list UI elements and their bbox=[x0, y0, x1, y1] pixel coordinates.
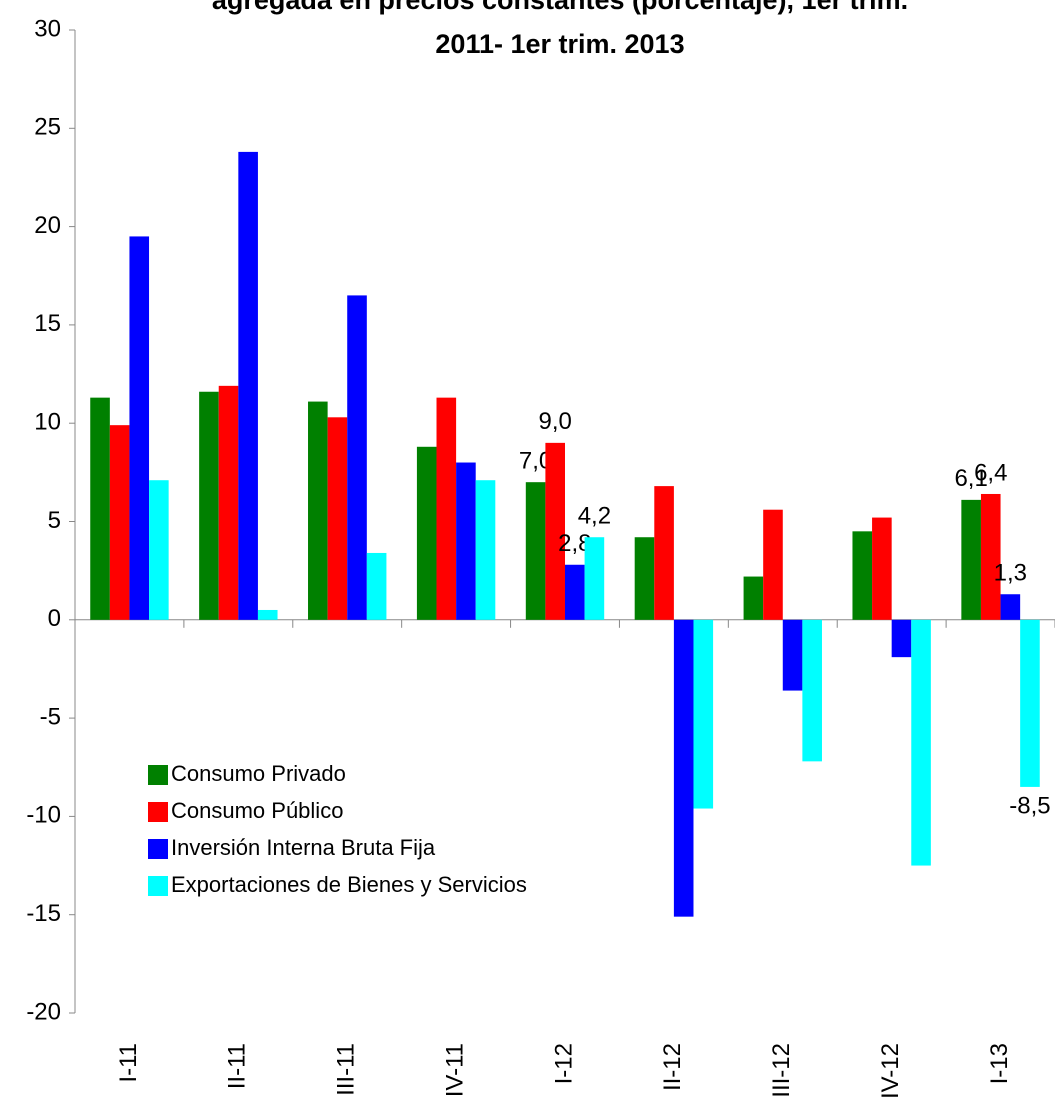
bar bbox=[654, 486, 674, 620]
y-tick-label: -20 bbox=[26, 998, 61, 1025]
bar bbox=[872, 517, 892, 620]
bar bbox=[1000, 594, 1021, 620]
value-label: 6,1 bbox=[954, 465, 987, 492]
bar bbox=[1020, 619, 1040, 787]
bar bbox=[802, 619, 822, 762]
legend-swatch bbox=[148, 876, 168, 896]
y-tick-label: 10 bbox=[34, 409, 61, 436]
bar bbox=[238, 151, 258, 620]
y-tick-label: 25 bbox=[34, 114, 61, 141]
bar bbox=[743, 576, 764, 620]
y-tick-label: 0 bbox=[48, 605, 61, 632]
bar bbox=[416, 446, 437, 620]
bar bbox=[584, 537, 605, 620]
bar bbox=[347, 295, 367, 620]
x-tick-label: I-13 bbox=[986, 1043, 1013, 1084]
value-label: 9,0 bbox=[539, 408, 572, 435]
bar bbox=[109, 425, 130, 620]
value-label: 6,4 bbox=[974, 459, 1007, 486]
legend-label: Consumo Público bbox=[171, 798, 343, 823]
chart-title: 2011- 1er trim. 2013 bbox=[435, 29, 684, 59]
x-tick-label: III-11 bbox=[333, 1043, 360, 1096]
bar bbox=[525, 482, 546, 620]
bar bbox=[961, 499, 981, 620]
bar bbox=[308, 401, 328, 620]
value-label: 4,2 bbox=[578, 503, 611, 530]
bar bbox=[475, 480, 496, 620]
bar bbox=[90, 397, 110, 620]
bar bbox=[634, 537, 655, 620]
legend-swatch bbox=[148, 802, 168, 822]
legend-label: Consumo Privado bbox=[171, 761, 346, 786]
bar bbox=[129, 236, 150, 620]
bar bbox=[257, 609, 278, 620]
x-tick-label: IV-12 bbox=[877, 1043, 904, 1099]
bar bbox=[456, 462, 476, 620]
legend-swatch bbox=[148, 765, 168, 785]
x-tick-label: I-12 bbox=[550, 1043, 577, 1084]
bar bbox=[149, 480, 169, 620]
y-tick-label: -5 bbox=[40, 703, 61, 730]
bar bbox=[545, 442, 565, 620]
x-tick-label: III-12 bbox=[768, 1043, 795, 1098]
bar bbox=[366, 552, 387, 620]
bar bbox=[980, 493, 1001, 620]
x-tick-label: II-12 bbox=[659, 1043, 686, 1091]
y-tick-label: 20 bbox=[34, 212, 61, 239]
bar bbox=[327, 417, 348, 620]
bar bbox=[852, 531, 873, 620]
y-tick-label: 30 bbox=[34, 15, 61, 42]
y-tick-label: 5 bbox=[48, 507, 61, 534]
y-tick-label: -15 bbox=[26, 900, 61, 927]
bar bbox=[782, 619, 803, 691]
bar bbox=[763, 509, 783, 620]
value-label: 1,3 bbox=[994, 560, 1027, 587]
x-tick-label: I-11 bbox=[115, 1043, 142, 1083]
bar bbox=[218, 385, 239, 620]
value-label: -8,5 bbox=[1009, 792, 1050, 819]
bar bbox=[565, 564, 585, 620]
bar bbox=[891, 619, 912, 658]
legend-label: Exportaciones de Bienes y Servicios bbox=[171, 872, 527, 897]
y-tick-label: -10 bbox=[26, 802, 61, 829]
bar bbox=[673, 619, 694, 917]
x-tick-label: IV-11 bbox=[441, 1043, 468, 1097]
bar bbox=[199, 391, 219, 620]
y-tick-label: 15 bbox=[34, 310, 61, 337]
legend-swatch bbox=[148, 839, 168, 859]
legend-label: Inversión Interna Bruta Fija bbox=[171, 835, 436, 860]
chart-title: agregada en precios constantes (porcenta… bbox=[212, 0, 908, 15]
bar bbox=[436, 397, 457, 620]
bar bbox=[911, 619, 931, 866]
bar bbox=[693, 619, 714, 809]
x-tick-label: II-11 bbox=[224, 1043, 251, 1089]
